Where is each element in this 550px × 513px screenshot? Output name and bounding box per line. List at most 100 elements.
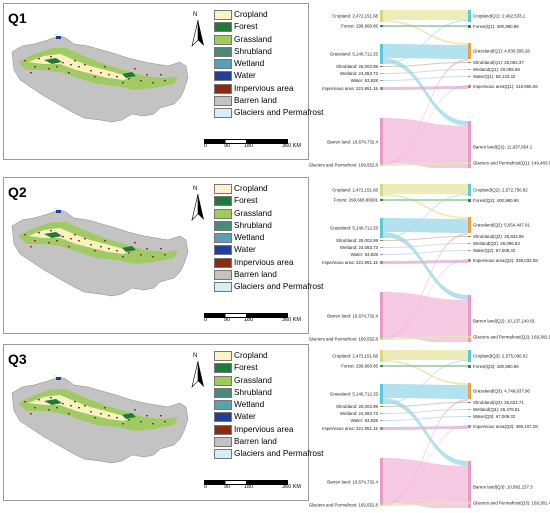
scale-tick-label: 360 KM <box>282 484 301 490</box>
scale-bar-graphic <box>204 480 288 485</box>
sankey-source-node <box>380 118 383 166</box>
scale-tick-label: 0 <box>204 484 208 490</box>
sankey-target-node <box>468 461 471 513</box>
impervious-patch <box>116 250 118 252</box>
water-body <box>56 377 61 380</box>
sankey-target-label: Grassland(Q1): 4,030,595.28 <box>473 49 530 54</box>
impervious-patch <box>94 250 96 252</box>
impervious-patch <box>62 236 64 238</box>
sankey-source-node <box>380 218 383 238</box>
legend-label: Water <box>234 70 256 81</box>
impervious-patch <box>160 415 162 417</box>
sankey-flow <box>383 259 468 340</box>
forest-area <box>44 399 136 419</box>
impervious-patch <box>34 407 36 409</box>
legend-label: Forest <box>234 21 258 32</box>
legend-item: Glaciers and Permafrost <box>214 106 323 119</box>
sankey-target-node <box>468 259 471 262</box>
sankey-source-label: Shrubland: 25,002.99 <box>336 64 379 69</box>
sankey-flow <box>383 218 468 233</box>
impervious-patch <box>164 421 166 423</box>
impervious-patch <box>134 409 136 411</box>
scale-tick-label: 90 <box>224 484 231 490</box>
sankey-flow <box>383 162 468 166</box>
sankey-source-node <box>380 420 383 421</box>
legend-swatch <box>214 257 232 268</box>
legend-swatch <box>214 184 232 194</box>
sankey-target-node <box>468 409 471 410</box>
sankey-flow <box>383 58 468 126</box>
impervious-patch <box>30 246 32 248</box>
sankey-target-node <box>468 10 471 22</box>
impervious-patch <box>78 407 80 409</box>
sankey-target-node <box>468 350 471 362</box>
map-panel-q1: Q1 N Cropland Forest Grassland Shrubland Wet… <box>3 3 323 160</box>
sankey-flow <box>383 360 468 385</box>
sankey-target-node <box>468 236 471 237</box>
sankey-source-label: Cropland: 2,472,151.68 <box>332 188 378 193</box>
sankey-flow <box>383 199 468 201</box>
legend-item: Impervious area <box>214 423 306 435</box>
legend-label: Impervious area <box>234 82 294 93</box>
sankey-flow <box>383 44 468 59</box>
impervious-patch <box>50 397 52 399</box>
map-panel-q2: Q2 N Cropland Forest Grassland Shrubland Wet… <box>3 177 323 334</box>
legend-item: Forest <box>214 361 306 374</box>
sankey-target-label: Wetland(Q3): 26,478.81 <box>473 407 520 412</box>
impervious-patch <box>70 238 72 240</box>
impervious-patch <box>152 256 154 258</box>
impervious-patch <box>90 244 92 246</box>
legend-item: Forest <box>214 194 306 207</box>
legend-item: Barren land <box>214 435 306 448</box>
impervious-patch <box>62 62 64 64</box>
impervious-patch <box>70 64 72 66</box>
sankey-source-node <box>380 247 383 248</box>
sankey-q3: Cropland: 2,472,151.68 Forest: 299,668.86… <box>308 340 550 513</box>
sankey-source-node <box>380 87 383 90</box>
sankey-flow <box>383 292 468 345</box>
sankey-flow <box>383 426 468 430</box>
impervious-patch <box>146 74 148 76</box>
impervious-patch <box>146 248 148 250</box>
sankey-source-label: Water: 63,828 <box>351 78 379 83</box>
sankey-flow <box>383 398 468 466</box>
impervious-patch <box>56 66 58 68</box>
sankey-source-label: Grassland: 5,140,712.25 <box>330 52 379 57</box>
sankey-source-node <box>380 164 383 166</box>
legend-item: Cropland <box>214 182 306 194</box>
impervious-patch <box>68 246 70 248</box>
sankey-source-label: Grassland: 5,140,712.25 <box>330 392 379 397</box>
legend-swatch <box>214 245 232 256</box>
impervious-patch <box>100 72 102 74</box>
sankey-flow <box>383 250 468 255</box>
impervious-patch <box>152 82 154 84</box>
legend-label: Water <box>234 244 256 255</box>
glacier-patch <box>54 208 57 210</box>
legend-label: Barren land <box>234 95 277 106</box>
region-map <box>11 375 189 464</box>
legend-item: Cropland <box>214 8 306 20</box>
impervious-patch <box>38 232 40 234</box>
map-legend: Cropland Forest Grassland Shrubland Wetland W… <box>214 8 323 119</box>
sankey-source-label: Impervious area: 321,951.15 <box>322 260 378 265</box>
sankey-flow <box>383 194 468 238</box>
sankey-flow <box>383 402 468 407</box>
impervious-patch <box>152 423 154 425</box>
legend-swatch <box>214 108 232 119</box>
sankey-target-label: Water(Q2): 67,009.32 <box>473 248 516 253</box>
map-legend: Cropland Forest Grassland Shrubland Wetland W… <box>214 182 323 293</box>
scale-tick-label: 180 <box>244 484 254 490</box>
sankey-target-label: Forest(Q3): 400,980.96 <box>473 364 519 369</box>
legend-item: Cropland <box>214 349 306 361</box>
legend-label: Grassland <box>234 374 272 385</box>
legend-label: Grassland <box>234 33 272 44</box>
sankey-target-label: Impervious area(Q1): 416,955.06 <box>473 84 538 89</box>
sankey-flow <box>383 384 468 399</box>
sankey-source-label: Water: 63,828 <box>351 252 379 257</box>
scale-tick-label: 0 <box>204 143 208 149</box>
impervious-patch <box>116 417 118 419</box>
legend-label: Wetland <box>234 399 265 410</box>
scale-tick-label: 360 KM <box>282 143 301 149</box>
sankey-source-node <box>380 10 383 22</box>
sankey-source-label: Cropland: 2,472,151.68 <box>332 354 378 359</box>
